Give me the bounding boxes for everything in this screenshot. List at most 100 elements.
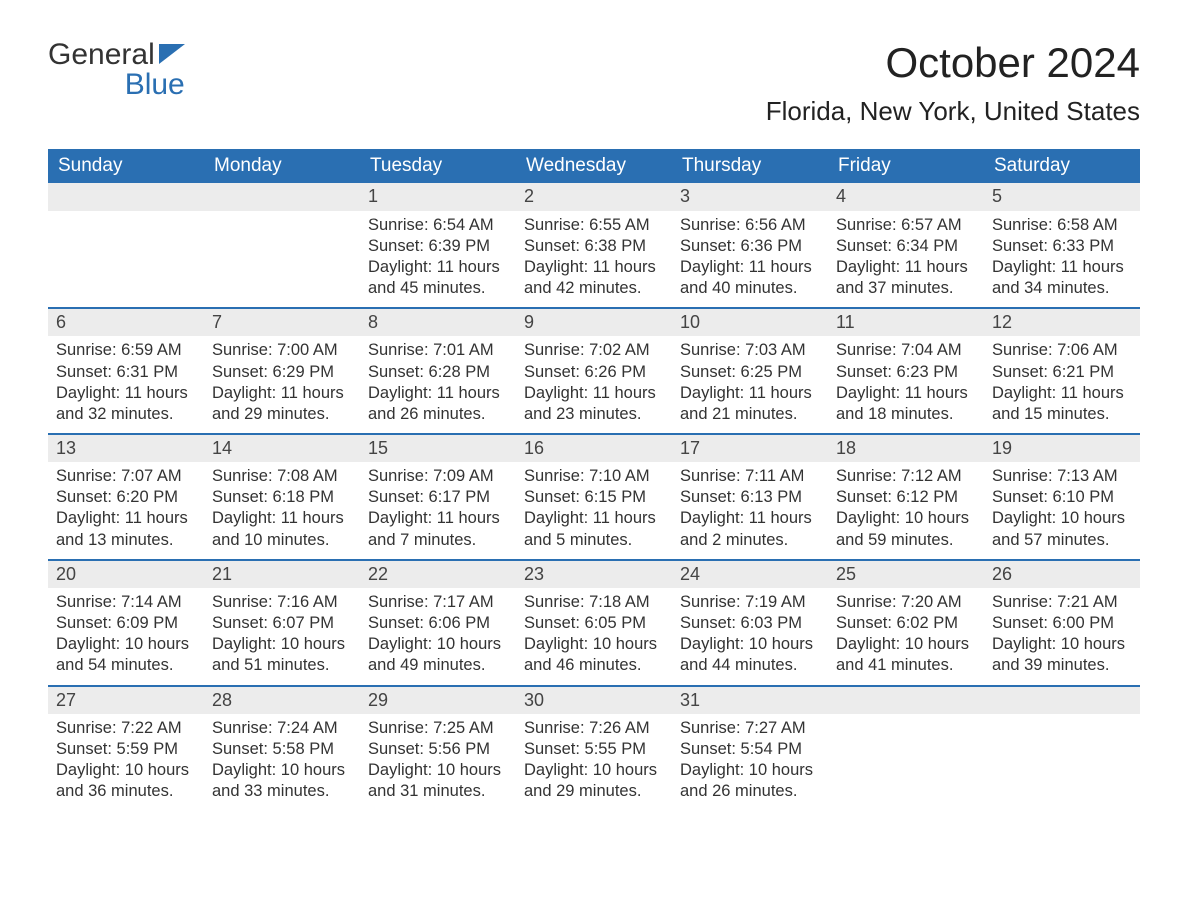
day-sunrise: Sunrise: 7:12 AM [836, 466, 976, 487]
day-sunset: Sunset: 6:26 PM [524, 362, 664, 383]
day-day1: Daylight: 10 hours [212, 634, 352, 655]
day-day1: Daylight: 10 hours [368, 760, 508, 781]
calendar-cell: 9Sunrise: 7:02 AMSunset: 6:26 PMDaylight… [516, 307, 672, 433]
day-number: 12 [984, 307, 1140, 336]
day-body: Sunrise: 7:14 AMSunset: 6:09 PMDaylight:… [48, 588, 204, 684]
day-number: 4 [828, 183, 984, 210]
calendar-cell: 15Sunrise: 7:09 AMSunset: 6:17 PMDayligh… [360, 433, 516, 559]
day-sunrise: Sunrise: 7:10 AM [524, 466, 664, 487]
day-sunset: Sunset: 6:29 PM [212, 362, 352, 383]
day-body [48, 211, 204, 223]
day-sunset: Sunset: 6:20 PM [56, 487, 196, 508]
day-sunset: Sunset: 6:39 PM [368, 236, 508, 257]
day-day1: Daylight: 10 hours [56, 634, 196, 655]
day-day1: Daylight: 11 hours [680, 383, 820, 404]
day-day2: and 13 minutes. [56, 530, 196, 551]
day-sunset: Sunset: 6:38 PM [524, 236, 664, 257]
day-body: Sunrise: 7:08 AMSunset: 6:18 PMDaylight:… [204, 462, 360, 558]
calendar-table: Sunday Monday Tuesday Wednesday Thursday… [48, 149, 1140, 810]
day-body: Sunrise: 7:07 AMSunset: 6:20 PMDaylight:… [48, 462, 204, 558]
day-number [984, 685, 1140, 714]
calendar-week-row: 1Sunrise: 6:54 AMSunset: 6:39 PMDaylight… [48, 183, 1140, 307]
day-body: Sunrise: 7:21 AMSunset: 6:00 PMDaylight:… [984, 588, 1140, 684]
day-sunset: Sunset: 5:54 PM [680, 739, 820, 760]
calendar-cell: 16 Sunrise: 7:10 AMSunset: 6:15 PMDayligh… [516, 433, 672, 559]
day-day1: Daylight: 10 hours [992, 508, 1132, 529]
day-day2: and 23 minutes. [524, 404, 664, 425]
day-sunrise: Sunrise: 6:54 AM [368, 215, 508, 236]
calendar-cell: 10Sunrise: 7:03 AMSunset: 6:25 PMDayligh… [672, 307, 828, 433]
day-body: Sunrise: 6:57 AMSunset: 6:34 PMDaylight:… [828, 211, 984, 307]
day-sunset: Sunset: 6:15 PM [524, 487, 664, 508]
brand-flag-icon [159, 40, 185, 70]
day-sunrise: Sunrise: 7:11 AM [680, 466, 820, 487]
calendar-cell: 31Sunrise: 7:27 AMSunset: 5:54 PMDayligh… [672, 685, 828, 811]
day-sunrise: Sunrise: 7:21 AM [992, 592, 1132, 613]
day-day1: Daylight: 11 hours [368, 383, 508, 404]
day-body: Sunrise: 7:17 AMSunset: 6:06 PMDaylight:… [360, 588, 516, 684]
day-number: 10 [672, 307, 828, 336]
day-day1: Daylight: 11 hours [836, 257, 976, 278]
day-day2: and 59 minutes. [836, 530, 976, 551]
day-sunset: Sunset: 6:33 PM [992, 236, 1132, 257]
calendar-cell: 13Sunrise: 7:07 AMSunset: 6:20 PMDayligh… [48, 433, 204, 559]
day-day1: Daylight: 10 hours [836, 634, 976, 655]
day-day2: and 51 minutes. [212, 655, 352, 676]
day-day2: and 57 minutes. [992, 530, 1132, 551]
calendar-week-row: 6Sunrise: 6:59 AMSunset: 6:31 PMDaylight… [48, 307, 1140, 433]
day-sunset: Sunset: 5:59 PM [56, 739, 196, 760]
day-number: 24 [672, 559, 828, 588]
title-block: October 2024 Florida, New York, United S… [766, 40, 1140, 141]
day-day1: Daylight: 11 hours [368, 508, 508, 529]
weekday-header-row: Sunday Monday Tuesday Wednesday Thursday… [48, 149, 1140, 183]
month-title: October 2024 [766, 40, 1140, 86]
day-sunrise: Sunrise: 7:26 AM [524, 718, 664, 739]
day-day1: Daylight: 10 hours [56, 760, 196, 781]
day-day2: and 41 minutes. [836, 655, 976, 676]
weekday-header: Saturday [984, 149, 1140, 183]
calendar-cell: 30Sunrise: 7:26 AMSunset: 5:55 PMDayligh… [516, 685, 672, 811]
day-body: Sunrise: 7:22 AMSunset: 5:59 PMDaylight:… [48, 714, 204, 810]
weekday-header: Wednesday [516, 149, 672, 183]
day-number: 5 [984, 183, 1140, 210]
day-body: Sunrise: 7:13 AMSunset: 6:10 PMDaylight:… [984, 462, 1140, 558]
day-day1: Daylight: 11 hours [992, 383, 1132, 404]
day-number: 26 [984, 559, 1140, 588]
day-sunrise: Sunrise: 6:59 AM [56, 340, 196, 361]
day-number: 16 [516, 433, 672, 462]
day-sunset: Sunset: 6:25 PM [680, 362, 820, 383]
day-day1: Daylight: 11 hours [212, 508, 352, 529]
day-day1: Daylight: 11 hours [524, 508, 664, 529]
day-body [204, 211, 360, 223]
day-day1: Daylight: 11 hours [836, 383, 976, 404]
calendar-cell [984, 685, 1140, 811]
calendar-cell: 19Sunrise: 7:13 AMSunset: 6:10 PMDayligh… [984, 433, 1140, 559]
day-number: 19 [984, 433, 1140, 462]
calendar-cell: 3Sunrise: 6:56 AMSunset: 6:36 PMDaylight… [672, 183, 828, 307]
day-day1: Daylight: 11 hours [212, 383, 352, 404]
day-sunrise: Sunrise: 7:07 AM [56, 466, 196, 487]
day-sunset: Sunset: 6:34 PM [836, 236, 976, 257]
day-day2: and 26 minutes. [368, 404, 508, 425]
day-number: 8 [360, 307, 516, 336]
day-day2: and 33 minutes. [212, 781, 352, 802]
calendar-cell: 20Sunrise: 7:14 AMSunset: 6:09 PMDayligh… [48, 559, 204, 685]
calendar-cell: 5Sunrise: 6:58 AMSunset: 6:33 PMDaylight… [984, 183, 1140, 307]
day-body: Sunrise: 7:12 AMSunset: 6:12 PMDaylight:… [828, 462, 984, 558]
page-header: General Blue October 2024 Florida, New Y… [48, 40, 1140, 141]
day-sunrise: Sunrise: 6:56 AM [680, 215, 820, 236]
day-day1: Daylight: 10 hours [524, 760, 664, 781]
calendar-cell: 4Sunrise: 6:57 AMSunset: 6:34 PMDaylight… [828, 183, 984, 307]
calendar-cell: 6Sunrise: 6:59 AMSunset: 6:31 PMDaylight… [48, 307, 204, 433]
brand-logo: General Blue [48, 40, 185, 100]
day-body: Sunrise: 7:20 AMSunset: 6:02 PMDaylight:… [828, 588, 984, 684]
day-sunrise: Sunrise: 7:14 AM [56, 592, 196, 613]
day-sunset: Sunset: 6:12 PM [836, 487, 976, 508]
day-day2: and 37 minutes. [836, 278, 976, 299]
day-day1: Daylight: 10 hours [524, 634, 664, 655]
day-sunset: Sunset: 6:28 PM [368, 362, 508, 383]
day-day1: Daylight: 11 hours [524, 257, 664, 278]
day-number: 29 [360, 685, 516, 714]
day-body: Sunrise: 7:00 AMSunset: 6:29 PMDaylight:… [204, 336, 360, 432]
day-day2: and 44 minutes. [680, 655, 820, 676]
